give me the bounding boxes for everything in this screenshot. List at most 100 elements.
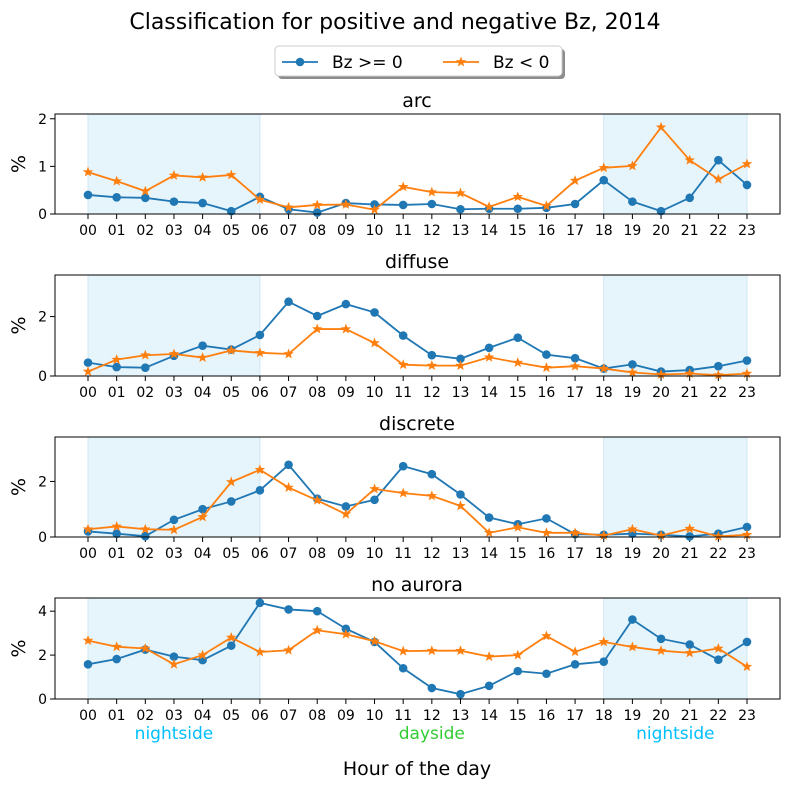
x-tick-label: 18	[595, 708, 613, 724]
x-tick-label: 22	[709, 223, 727, 239]
data-point	[111, 175, 122, 186]
legend: Bz >= 0 Bz < 0	[274, 45, 565, 79]
region-label-nightside: nightside	[135, 724, 214, 744]
y-axis-label: %	[8, 639, 30, 657]
data-point	[226, 344, 237, 355]
x-tick-label: 11	[394, 546, 412, 562]
data-point	[254, 646, 266, 657]
x-tick-label: 19	[623, 223, 641, 239]
data-point	[484, 681, 494, 691]
y-tick-label: 4	[38, 604, 47, 620]
x-tick-label: 21	[681, 546, 699, 562]
data-point	[484, 513, 494, 522]
x-tick-label: 20	[652, 546, 670, 562]
y-tick-label: 2	[38, 648, 47, 664]
x-tick-label: 07	[280, 385, 298, 401]
series-line	[87, 125, 748, 211]
x-tick-label: 06	[251, 546, 269, 562]
series-bz-positive	[83, 598, 752, 699]
figure-title: Classification for positive and negative…	[129, 10, 660, 35]
data-point	[83, 358, 93, 367]
x-tick-label: 10	[366, 708, 384, 724]
data-point	[197, 352, 208, 363]
data-point	[168, 658, 180, 669]
data-point	[483, 651, 495, 662]
y-tick-label: 0	[38, 369, 47, 385]
data-point	[655, 645, 667, 656]
data-point	[741, 529, 753, 540]
data-point	[140, 523, 151, 534]
data-point	[512, 521, 524, 532]
x-tick-label: 11	[394, 385, 412, 401]
data-point	[456, 204, 465, 214]
x-tick-label: 09	[337, 708, 355, 724]
data-point	[83, 660, 93, 669]
data-point	[541, 200, 552, 211]
subplot-title: diffuse	[385, 251, 449, 273]
data-point	[656, 206, 666, 216]
data-point	[627, 641, 638, 652]
data-point	[456, 689, 465, 699]
data-point	[311, 323, 323, 334]
y-axis-label: %	[8, 478, 30, 496]
data-point	[598, 363, 609, 374]
data-point	[684, 523, 695, 534]
data-point	[82, 635, 94, 646]
x-tick-label: 04	[194, 385, 212, 401]
data-point	[341, 502, 351, 511]
data-point	[542, 514, 551, 523]
data-point	[599, 175, 609, 185]
x-tick-label: 16	[538, 708, 556, 724]
data-point	[627, 523, 638, 534]
series-line	[87, 463, 748, 538]
data-point	[198, 341, 207, 351]
x-tick-label: 14	[480, 546, 498, 562]
data-point	[570, 353, 580, 363]
x-tick-label: 05	[222, 708, 240, 724]
subplot-title: discrete	[379, 413, 455, 435]
x-tick-label: 03	[165, 385, 183, 401]
x-tick-label: 11	[394, 708, 412, 724]
data-point	[655, 530, 667, 541]
data-point	[197, 171, 208, 182]
data-point	[370, 308, 379, 317]
data-point	[512, 649, 524, 660]
data-point	[684, 154, 695, 165]
x-tick-label: 20	[652, 385, 670, 401]
data-point	[569, 527, 581, 538]
axes-frame	[54, 597, 781, 700]
series-bz-negative	[82, 323, 753, 380]
series-bz-negative	[82, 121, 753, 215]
data-point	[112, 529, 121, 538]
legend-marker-1	[455, 56, 467, 67]
data-point	[398, 461, 408, 471]
data-point	[254, 347, 266, 358]
x-tick-label: 14	[480, 385, 498, 401]
x-tick-label: 02	[136, 223, 154, 239]
x-tick-label: 09	[337, 223, 355, 239]
data-point	[427, 683, 437, 693]
data-point	[283, 348, 294, 359]
data-point	[254, 194, 266, 205]
y-tick-label: 1	[38, 159, 47, 175]
y-axis-label: %	[8, 316, 30, 334]
data-point	[398, 663, 408, 673]
data-point	[570, 199, 580, 209]
data-point	[598, 636, 609, 647]
data-point	[513, 333, 523, 342]
data-point	[742, 637, 752, 647]
x-tick-label: 12	[423, 708, 441, 724]
data-point	[111, 354, 122, 365]
data-point	[455, 360, 466, 371]
data-point	[569, 646, 581, 657]
data-point	[598, 530, 609, 541]
data-point	[685, 640, 694, 649]
x-tick-label: 12	[423, 223, 441, 239]
x-tick-label: 00	[79, 385, 97, 401]
x-tick-label: 14	[480, 223, 498, 239]
x-tick-label: 17	[566, 546, 584, 562]
x-tick-label: 22	[709, 385, 727, 401]
data-point	[284, 460, 293, 470]
data-point	[111, 520, 122, 531]
